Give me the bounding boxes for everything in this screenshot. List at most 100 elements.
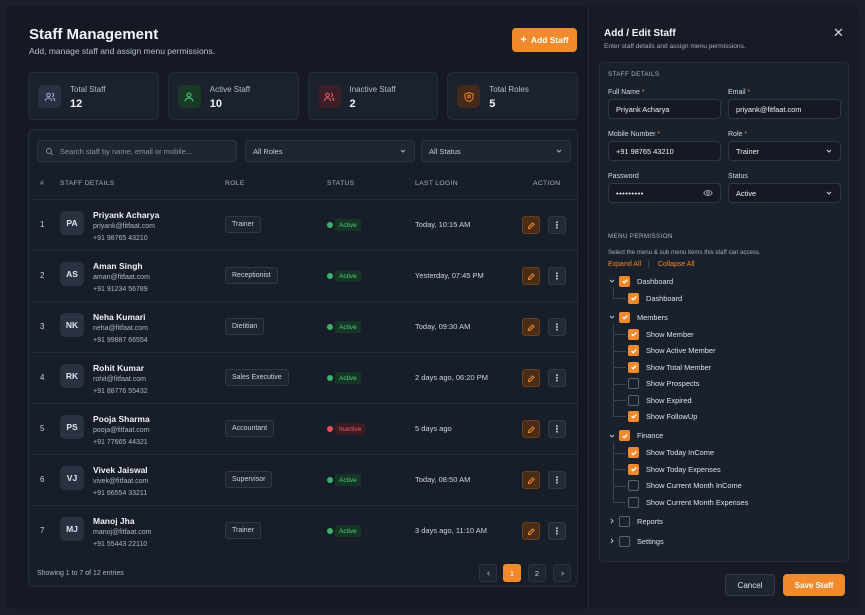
status-label: Status	[728, 173, 748, 180]
chevron-down-icon[interactable]	[608, 432, 616, 440]
role-badge: Trainer	[225, 216, 261, 233]
checkbox[interactable]	[628, 410, 639, 422]
status-badge: Active	[335, 321, 361, 333]
checkbox[interactable]	[628, 394, 639, 406]
edit-button[interactable]	[522, 318, 540, 336]
plus-icon: +	[520, 33, 527, 46]
add-staff-button[interactable]: + Add Staff	[512, 28, 577, 52]
checkbox[interactable]	[619, 535, 630, 547]
last-login: Yesterday, 07:45 PM	[415, 271, 484, 280]
more-options-button[interactable]: ⋮	[548, 369, 566, 387]
staff-name: Priyank Acharya	[93, 210, 160, 220]
permission-description: Select the menu & sub menu items this st…	[608, 249, 761, 256]
tree-connector	[613, 350, 626, 352]
close-icon[interactable]: ✕	[833, 25, 844, 40]
chevron-right-icon	[560, 570, 564, 576]
permission-submenu-item[interactable]: Show Prospects	[628, 378, 699, 390]
chevron-down-icon[interactable]	[608, 313, 616, 321]
status-select[interactable]: Active	[728, 183, 841, 203]
tree-connector	[613, 287, 614, 298]
more-options-button[interactable]: ⋮	[548, 471, 566, 489]
checkbox[interactable]	[628, 328, 639, 340]
row-number: 2	[40, 271, 45, 280]
permission-menu-item[interactable]: Settings	[619, 535, 664, 547]
status-filter-select[interactable]: All Status	[421, 140, 571, 162]
permission-menu-item[interactable]: Members	[619, 311, 668, 323]
cancel-button[interactable]: Cancel	[725, 574, 775, 596]
more-options-button[interactable]: ⋮	[548, 216, 566, 234]
permission-submenu-item[interactable]: Dashboard	[628, 292, 682, 304]
edit-button[interactable]	[522, 216, 540, 234]
edit-button[interactable]	[522, 369, 540, 387]
search-input[interactable]	[60, 146, 230, 156]
table-row: 4 RK Rohit Kumar rohit@fitfaat.com +91 88776…	[29, 352, 577, 403]
chevron-right-icon[interactable]	[608, 537, 616, 545]
permission-submenu-item[interactable]: Show Today Expenses	[628, 463, 721, 475]
permission-menu-item[interactable]: Reports	[619, 515, 663, 527]
submenu-item-label: Show Current Month InCome	[646, 481, 742, 491]
permission-submenu-item[interactable]: Show FollowUp	[628, 410, 697, 422]
page-title: Staff Management	[29, 26, 159, 43]
mobile-field[interactable]: +91 98765 43210	[608, 141, 721, 161]
permission-menu-item[interactable]: Dashboard	[619, 275, 673, 287]
expand-all-link[interactable]: Expand All	[608, 261, 642, 268]
permission-submenu-item[interactable]: Show Today InCome	[628, 447, 714, 459]
tree-connector	[613, 452, 626, 454]
edit-button[interactable]	[522, 267, 540, 285]
submenu-item-label: Show Today InCome	[646, 448, 715, 458]
edit-button[interactable]	[522, 471, 540, 489]
page-button[interactable]: 1	[503, 564, 521, 582]
password-label: Password	[608, 173, 639, 180]
col-status: STATUS	[327, 180, 355, 187]
search-box[interactable]	[37, 140, 237, 162]
permission-menu-item[interactable]: Finance	[619, 430, 663, 442]
collapse-all-link[interactable]: Collapse All	[658, 261, 695, 268]
checkbox[interactable]	[619, 311, 630, 323]
permission-submenu-item[interactable]: Show Active Member	[628, 345, 715, 357]
stat-value: 2	[349, 98, 356, 110]
permission-submenu-item[interactable]: Show Current Month InCome	[628, 480, 742, 492]
edit-button[interactable]	[522, 420, 540, 438]
col-login: LAST LOGIN	[415, 180, 458, 187]
full-name-field[interactable]: Priyank Acharya	[608, 99, 721, 119]
status-badge: Inactive	[335, 423, 366, 435]
edit-button[interactable]	[522, 522, 540, 540]
more-options-button[interactable]: ⋮	[548, 318, 566, 336]
save-staff-button[interactable]: Save Staff	[783, 574, 845, 596]
role-filter-select[interactable]: All Roles	[245, 140, 415, 162]
checkbox[interactable]	[628, 378, 639, 390]
next-page-button[interactable]	[553, 564, 571, 582]
status-dot	[327, 324, 333, 330]
checkbox[interactable]	[628, 345, 639, 357]
permission-submenu-item[interactable]: Show Member	[628, 328, 694, 340]
table-row: 6 VJ Vivek Jaiswal vivek@fitfaat.com +91 665…	[29, 454, 577, 505]
checkbox[interactable]	[619, 430, 630, 442]
checkbox[interactable]	[628, 361, 639, 373]
more-options-button[interactable]: ⋮	[548, 522, 566, 540]
role-select[interactable]: Trainer	[728, 141, 841, 161]
prev-page-button[interactable]	[479, 564, 497, 582]
checkbox[interactable]	[628, 292, 639, 304]
email-field[interactable]: priyank@fitfaat.com	[728, 99, 841, 119]
checkbox[interactable]	[628, 447, 639, 459]
chevron-down-icon[interactable]	[608, 277, 616, 285]
more-options-button[interactable]: ⋮	[548, 267, 566, 285]
page-button[interactable]: 2	[528, 564, 546, 582]
row-number: 3	[40, 322, 45, 331]
pencil-icon	[527, 272, 536, 281]
permission-submenu-item[interactable]: Show Current Month Expenses	[628, 496, 748, 508]
chevron-right-icon[interactable]	[608, 517, 616, 525]
staff-name: Manoj Jha	[93, 516, 135, 526]
checkbox[interactable]	[628, 480, 639, 492]
checkbox[interactable]	[619, 275, 630, 287]
tree-connector	[613, 416, 626, 418]
permission-submenu-item[interactable]: Show Expired	[628, 394, 692, 406]
permission-submenu-item[interactable]: Show Total Member	[628, 361, 711, 373]
checkbox[interactable]	[619, 515, 630, 527]
submenu-item-label: Show Expired	[646, 395, 692, 405]
more-options-button[interactable]: ⋮	[548, 420, 566, 438]
eye-icon[interactable]	[703, 188, 713, 198]
checkbox[interactable]	[628, 496, 639, 508]
password-field[interactable]: •••••••••	[608, 183, 721, 203]
checkbox[interactable]	[628, 463, 639, 475]
